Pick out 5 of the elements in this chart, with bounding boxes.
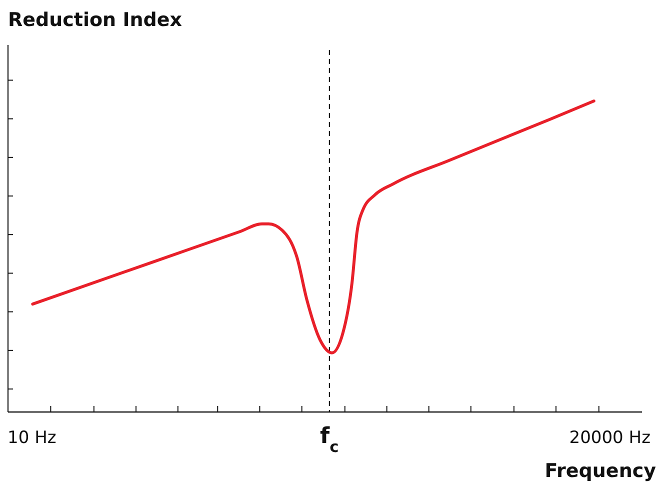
x-axis-title: Frequency bbox=[544, 460, 657, 482]
chart-title: Reduction Index bbox=[8, 9, 182, 31]
x-tick-label: 20000 Hz bbox=[569, 428, 651, 448]
x-tick-label: 10 Hz bbox=[8, 428, 56, 448]
x-tick-label: f$_{c}$ bbox=[320, 424, 339, 456]
